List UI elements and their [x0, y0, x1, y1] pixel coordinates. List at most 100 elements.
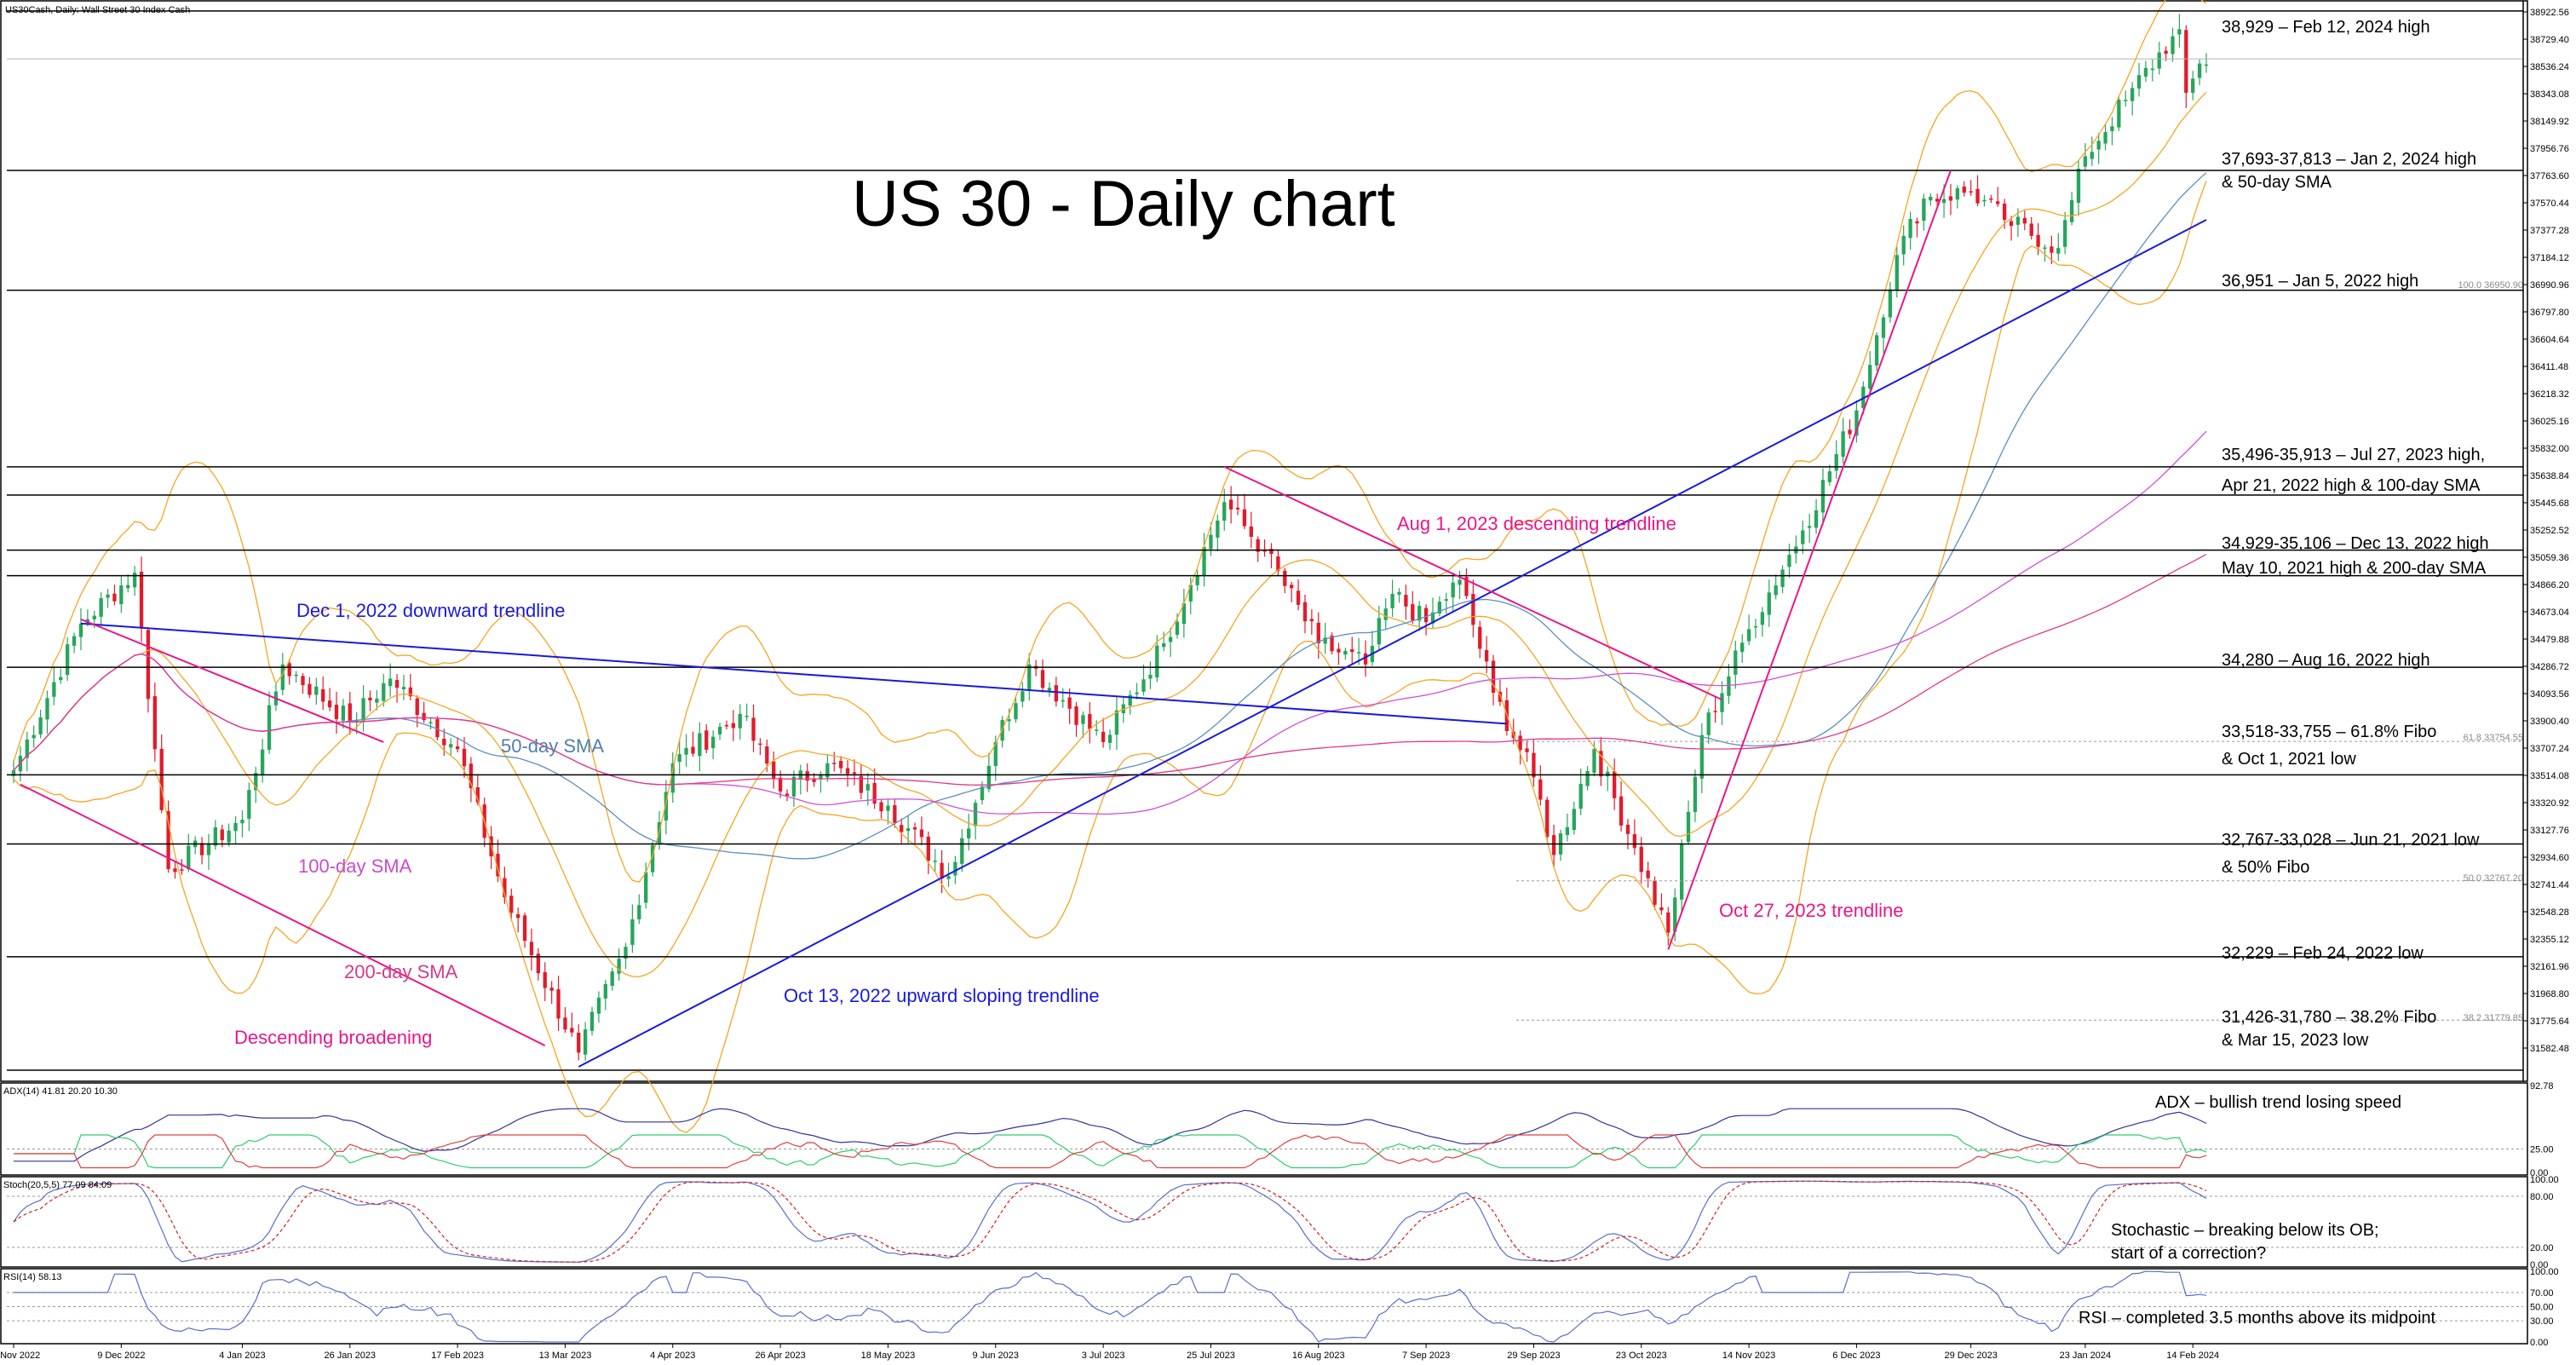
rsi-layer: 100.00 70.00 50.00 30.00 0.00	[7, 1267, 2559, 1348]
candle-body	[946, 876, 951, 879]
candle-body	[321, 688, 325, 702]
candle-body	[637, 905, 641, 919]
candle-body	[1209, 534, 1213, 550]
candle-body	[1720, 693, 1724, 712]
candle-body	[710, 736, 716, 748]
candle-body	[233, 822, 238, 832]
candle-body	[1290, 585, 1294, 589]
rsi-header: RSI(14) 58.13	[3, 1272, 61, 1282]
indicator-tick-label: 0.00	[2530, 1338, 2548, 1348]
candle-body	[213, 827, 218, 846]
candle-body	[308, 683, 312, 695]
candle-body	[1114, 710, 1119, 735]
candle-body	[2124, 100, 2128, 101]
indicator-tick-label: 25.00	[2530, 1145, 2554, 1155]
bollinger-middle	[13, 91, 2207, 978]
candle-body	[772, 761, 776, 780]
candle-body	[1249, 526, 1253, 538]
candle-body	[180, 869, 184, 871]
candle-body	[66, 644, 70, 676]
candle-body	[1228, 499, 1233, 510]
candle-body	[845, 768, 850, 775]
candle-body	[805, 771, 809, 781]
candle-body	[442, 739, 446, 746]
candle-body	[603, 983, 607, 999]
time-axis: 17 Nov 2022 9 Dec 2022 4 Jan 2023 26 Jan 20…	[0, 1344, 2219, 1361]
level-label-33518: 33,518-33,755 – 61.8% Fibo	[2222, 723, 2436, 741]
price-tick-label: 38343.08	[2530, 89, 2569, 100]
fib-tag-382: 38.2 31779.85	[2464, 1013, 2523, 1023]
candle-body	[1423, 608, 1429, 623]
candle-body	[1801, 530, 1805, 544]
price-tick-label: 36604.64	[2530, 335, 2569, 345]
candle-body	[220, 829, 224, 841]
candle-body	[933, 861, 937, 862]
candle-body	[745, 715, 749, 717]
candle-body	[1827, 471, 1832, 482]
candle-body	[348, 703, 352, 722]
price-axis: 38922.56 38729.40 38536.24 38343.08 38149.92…	[2522, 1, 2569, 1081]
candle-body	[401, 687, 406, 689]
annotation-100day-sma: 100-day SMA	[298, 855, 412, 877]
candle-body	[1014, 703, 1018, 720]
level-labels: 38,929 – Feb 12, 2024 high 37,693-37,813…	[2222, 18, 2489, 1050]
candle-body	[415, 698, 419, 716]
candle-body	[1323, 637, 1327, 644]
candle-body	[859, 775, 864, 793]
candle-body	[751, 717, 756, 741]
candle-body	[583, 1029, 588, 1055]
time-tick-label: 17 Nov 2022	[0, 1351, 40, 1361]
candle-body	[1202, 546, 1206, 576]
candle-body	[617, 959, 621, 974]
level-label-31426: 31,426-31,780 – 38.2% Fibo	[2222, 1008, 2436, 1027]
candle-body	[1572, 809, 1576, 831]
candle-body	[1107, 734, 1113, 743]
annotation-dec1-trendline: Dec 1, 2022 downward trendline	[296, 600, 566, 621]
time-tick-label: 4 Apr 2023	[650, 1351, 695, 1361]
candle-body	[159, 748, 164, 810]
candle-body	[2150, 68, 2154, 71]
candle-body	[1168, 636, 1173, 642]
candle-body	[717, 726, 722, 734]
price-tick-label: 34479.88	[2530, 635, 2569, 645]
rsi-line	[14, 1270, 2207, 1343]
candle-body	[529, 942, 534, 956]
candle-body	[1417, 605, 1422, 621]
candle-body	[1908, 218, 1912, 239]
candle-body	[2022, 217, 2027, 224]
price-tick-label: 36218.32	[2530, 389, 2569, 400]
candle-body	[2130, 88, 2135, 101]
time-tick-label: 13 Mar 2023	[539, 1351, 592, 1361]
candle-body	[684, 747, 688, 755]
price-tick-label: 38149.92	[2530, 117, 2569, 127]
candle-body	[1713, 711, 1717, 712]
candle-body	[92, 615, 96, 619]
candle-body	[126, 585, 130, 589]
candle-body	[1458, 579, 1462, 585]
candle-body	[1996, 201, 2000, 204]
candle-body	[1330, 635, 1334, 652]
candle-body	[496, 854, 500, 877]
price-tick-label: 38922.56	[2530, 8, 2569, 18]
price-tick-label: 34866.20	[2530, 580, 2569, 590]
candle-body	[1283, 570, 1287, 586]
candle-body	[852, 772, 857, 775]
candle-body	[106, 594, 110, 598]
candle-body	[900, 825, 904, 832]
candle-body	[1814, 510, 1819, 528]
annotation-aug1-trendline: Aug 1, 2023 descending trendline	[1397, 513, 1676, 534]
candle-body	[785, 793, 790, 797]
trendline-aug1-descending	[1223, 465, 1722, 701]
time-tick-label: 23 Oct 2023	[1616, 1351, 1667, 1361]
candle-body	[469, 763, 474, 789]
time-tick-label: 3 Jul 2023	[1082, 1351, 1125, 1361]
candle-body	[630, 919, 635, 945]
candle-body	[1868, 365, 1872, 389]
candle-body	[382, 682, 386, 701]
level-label-35496: 35,496-35,913 – Jul 27, 2023 high,	[2222, 446, 2485, 464]
candle-body	[967, 828, 971, 838]
candle-body	[1653, 880, 1657, 905]
candle-body	[1901, 235, 1906, 255]
candle-body	[1054, 685, 1058, 702]
